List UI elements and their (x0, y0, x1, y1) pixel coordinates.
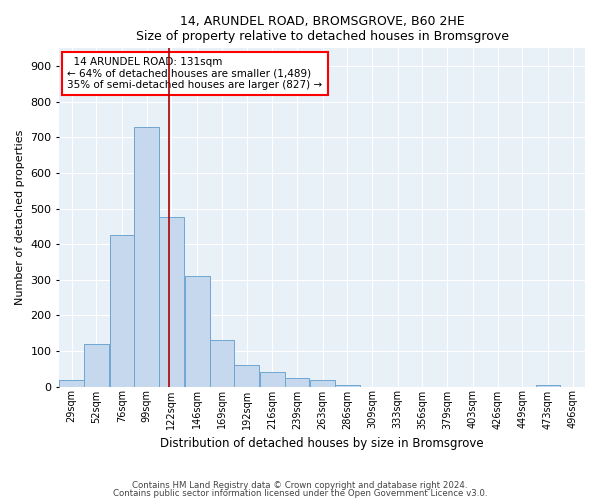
Text: Contains public sector information licensed under the Open Government Licence v3: Contains public sector information licen… (113, 489, 487, 498)
Text: Contains HM Land Registry data © Crown copyright and database right 2024.: Contains HM Land Registry data © Crown c… (132, 480, 468, 490)
Y-axis label: Number of detached properties: Number of detached properties (15, 130, 25, 305)
Text: 14 ARUNDEL ROAD: 131sqm
← 64% of detached houses are smaller (1,489)
35% of semi: 14 ARUNDEL ROAD: 131sqm ← 64% of detache… (67, 57, 322, 90)
Bar (84, 344, 109, 387)
Bar (134, 126, 159, 386)
Bar (335, 384, 360, 386)
Bar (260, 372, 284, 386)
Bar (159, 218, 184, 386)
Bar (185, 276, 209, 386)
Bar (110, 235, 134, 386)
Bar (536, 384, 560, 386)
Bar (234, 365, 259, 386)
X-axis label: Distribution of detached houses by size in Bromsgrove: Distribution of detached houses by size … (160, 437, 484, 450)
Bar (310, 380, 335, 386)
Bar (209, 340, 234, 386)
Title: 14, ARUNDEL ROAD, BROMSGROVE, B60 2HE
Size of property relative to detached hous: 14, ARUNDEL ROAD, BROMSGROVE, B60 2HE Si… (136, 15, 509, 43)
Bar (59, 380, 84, 386)
Bar (284, 378, 309, 386)
